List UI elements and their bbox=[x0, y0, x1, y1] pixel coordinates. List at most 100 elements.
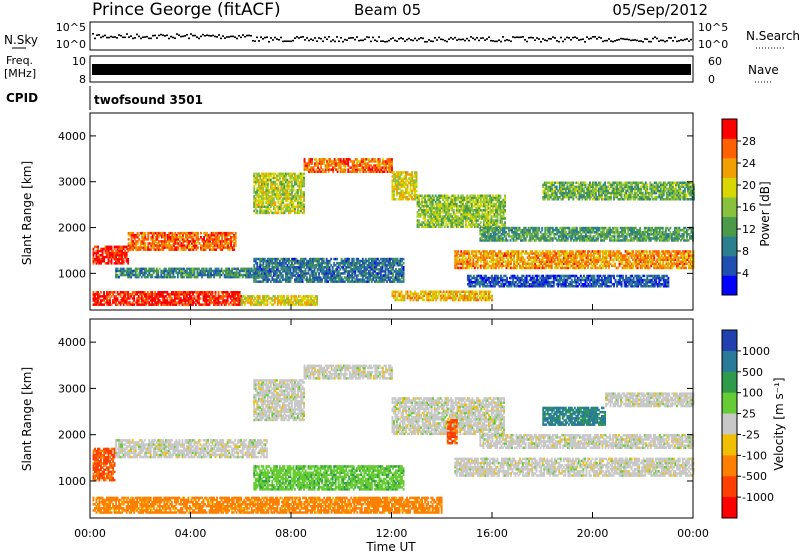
power-cell bbox=[203, 242, 205, 245]
power-cell bbox=[261, 297, 264, 300]
power-cell bbox=[201, 269, 203, 273]
power-cell bbox=[122, 253, 125, 257]
power-cell bbox=[155, 297, 158, 300]
power-cell bbox=[109, 293, 111, 296]
nsky-trace-point bbox=[218, 34, 220, 36]
power-cell bbox=[174, 246, 177, 249]
nsky-trace-point bbox=[662, 39, 664, 42]
nsky-trace-point bbox=[504, 39, 506, 42]
power-cell bbox=[179, 301, 182, 304]
nsky-trace-point bbox=[458, 38, 460, 41]
power-cell bbox=[125, 255, 128, 259]
power-cell bbox=[144, 233, 147, 237]
power-cell bbox=[216, 303, 218, 306]
power-cell bbox=[121, 247, 124, 251]
power-cell bbox=[212, 240, 214, 243]
power-cell bbox=[210, 233, 213, 237]
power-cell bbox=[238, 271, 241, 275]
power-cell bbox=[209, 246, 211, 249]
power-cell bbox=[97, 258, 99, 261]
nave-label: Nave bbox=[748, 63, 779, 77]
power-cell bbox=[217, 271, 220, 275]
power-cell bbox=[256, 261, 259, 265]
power-cell bbox=[118, 275, 120, 279]
power-cell bbox=[296, 301, 299, 304]
power-cell bbox=[155, 303, 158, 306]
power-cell bbox=[225, 267, 228, 271]
power-cell bbox=[179, 299, 182, 302]
power-cell bbox=[161, 295, 164, 298]
power-cell bbox=[232, 295, 235, 298]
power-cell bbox=[182, 246, 184, 249]
power-cell bbox=[107, 247, 110, 251]
power-cell bbox=[127, 291, 130, 294]
power-cell bbox=[125, 303, 128, 306]
power-cell bbox=[110, 258, 113, 261]
power-cell bbox=[127, 231, 130, 235]
power-cell bbox=[92, 262, 95, 265]
power-cell bbox=[222, 301, 225, 304]
nsky-trace-point bbox=[636, 39, 638, 42]
power-cell bbox=[225, 293, 228, 296]
power-cell bbox=[177, 248, 180, 251]
power-cell bbox=[308, 303, 311, 306]
power-cell bbox=[289, 299, 291, 302]
power-cell bbox=[209, 242, 211, 245]
power-cell bbox=[129, 233, 132, 237]
power-cell bbox=[106, 247, 108, 251]
nsky-trace-point bbox=[300, 36, 302, 38]
power-cell bbox=[164, 299, 167, 302]
power-cell bbox=[113, 299, 116, 302]
power-cell bbox=[261, 299, 264, 302]
power-cell bbox=[136, 248, 139, 251]
power-cell bbox=[249, 267, 252, 271]
power-cell bbox=[149, 295, 152, 298]
nsky-trace-point bbox=[144, 36, 146, 38]
power-cell bbox=[184, 295, 187, 298]
power-cell bbox=[261, 273, 264, 277]
power-cell bbox=[121, 258, 124, 261]
power-cell bbox=[229, 291, 232, 294]
power-cell bbox=[233, 244, 236, 247]
power-cell bbox=[182, 248, 184, 251]
power-cell bbox=[130, 238, 133, 241]
nsky-trace-point bbox=[534, 39, 536, 41]
power-cell bbox=[97, 260, 99, 263]
power-cell bbox=[151, 231, 154, 235]
power-cell bbox=[116, 260, 119, 263]
power-cell bbox=[190, 303, 193, 306]
power-cell bbox=[204, 297, 206, 300]
power-cell bbox=[234, 303, 237, 306]
power-cell bbox=[106, 291, 108, 294]
power-cell bbox=[176, 275, 179, 279]
power-cell bbox=[136, 275, 139, 279]
power-cell bbox=[116, 297, 119, 300]
power-cell bbox=[143, 275, 146, 279]
power-cell bbox=[95, 291, 98, 294]
power-cell bbox=[106, 253, 108, 257]
power-cell bbox=[118, 262, 120, 265]
power-cell bbox=[110, 303, 113, 306]
power-cell bbox=[133, 303, 136, 306]
power-cell bbox=[254, 257, 257, 261]
nsky-trace-point bbox=[560, 36, 562, 39]
power-cell bbox=[131, 273, 134, 277]
power-cell bbox=[256, 276, 259, 279]
power-cell bbox=[213, 244, 216, 247]
power-cell bbox=[145, 238, 148, 241]
power-cell bbox=[220, 273, 223, 277]
power-cell bbox=[135, 233, 138, 237]
power-cell bbox=[248, 301, 251, 304]
power-cell bbox=[164, 301, 167, 304]
power-cell bbox=[178, 233, 181, 237]
power-cell bbox=[131, 271, 134, 275]
power-cell bbox=[219, 233, 222, 237]
freq-frame bbox=[89, 55, 694, 83]
power-cell bbox=[158, 291, 161, 294]
power-cell bbox=[199, 271, 202, 275]
power-cell bbox=[134, 275, 137, 279]
power-cell bbox=[144, 242, 147, 245]
nsky-trace-point bbox=[548, 37, 550, 40]
power-cell bbox=[205, 299, 208, 302]
power-cell bbox=[193, 271, 196, 275]
